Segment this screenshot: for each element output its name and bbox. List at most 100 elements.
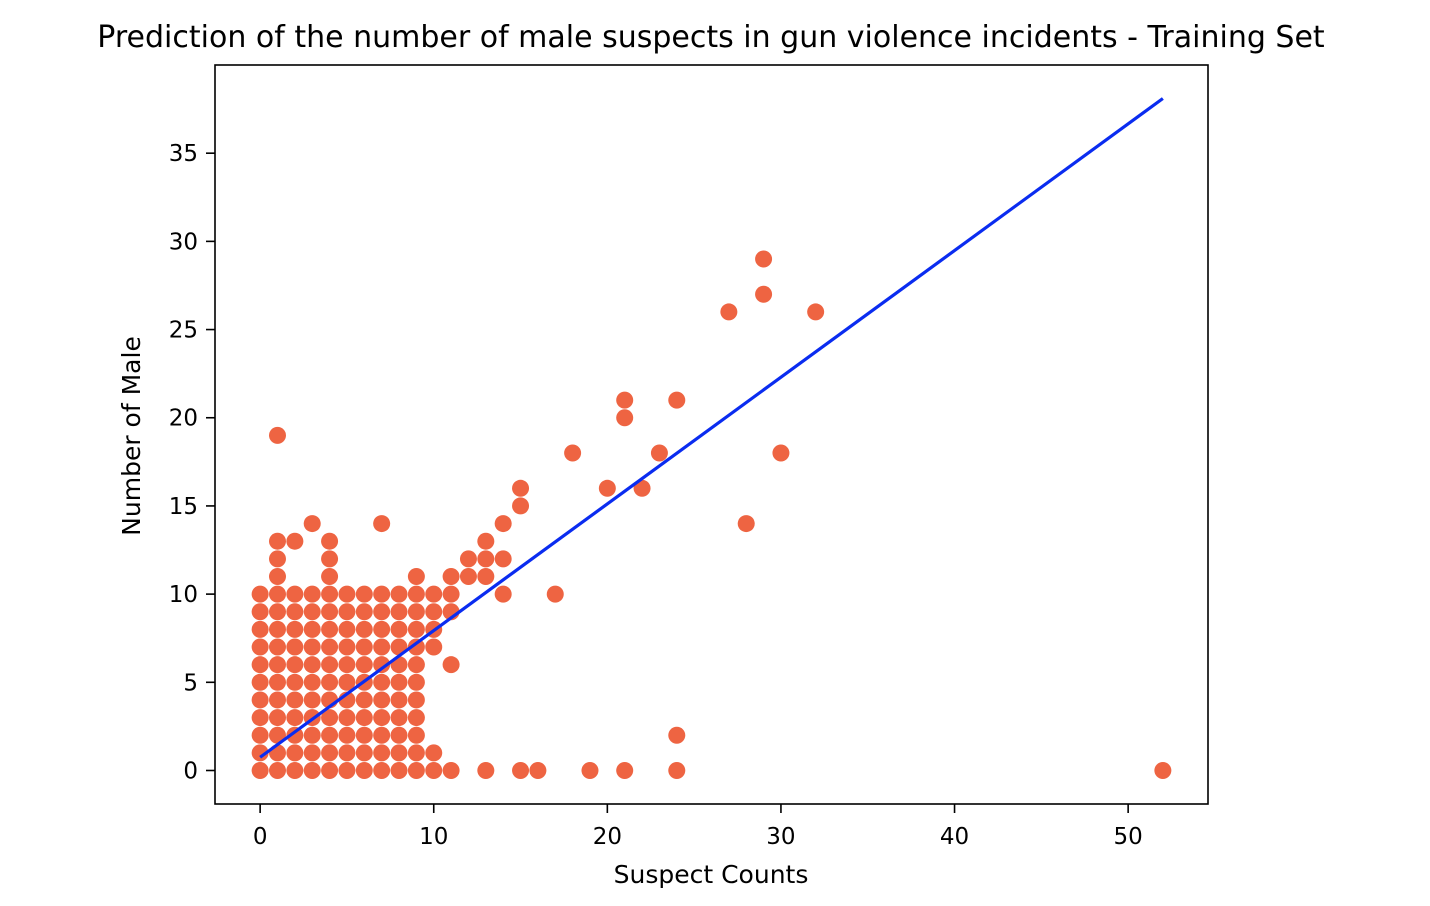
scatter-point [425, 603, 443, 621]
scatter-point [321, 620, 339, 638]
scatter-point [251, 585, 269, 603]
scatter-point [355, 744, 373, 762]
scatter-point [477, 567, 495, 585]
scatter-point [494, 585, 512, 603]
x-tick-label: 20 [593, 824, 622, 850]
scatter-point [581, 761, 599, 779]
scatter-point [407, 603, 425, 621]
scatter-point [268, 638, 286, 656]
scatter-point [338, 585, 356, 603]
scatter-point [286, 532, 304, 550]
scatter-point [303, 620, 321, 638]
scatter-point [407, 567, 425, 585]
scatter-point [338, 761, 356, 779]
scatter-point [251, 638, 269, 656]
scatter-point [425, 744, 443, 762]
scatter-point [477, 532, 495, 550]
scatter-point [772, 444, 790, 462]
scatter-point [668, 761, 686, 779]
scatter-point [425, 585, 443, 603]
scatter-point [321, 656, 339, 674]
scatter-point [355, 726, 373, 744]
scatter-point [546, 585, 564, 603]
scatter-point [512, 761, 530, 779]
scatter-point [286, 726, 304, 744]
scatter-point [338, 744, 356, 762]
scatter-point [529, 761, 547, 779]
scatter-point [373, 515, 391, 533]
regression-line [259, 97, 1164, 759]
chart-title: Prediction of the number of male suspect… [97, 20, 1325, 55]
scatter-point [650, 444, 668, 462]
scatter-point [338, 656, 356, 674]
y-tick-label: 10 [169, 582, 198, 608]
y-tick-label: 5 [183, 670, 198, 696]
scatter-point [755, 285, 773, 303]
scatter-point [755, 250, 773, 268]
scatter-point [390, 673, 408, 691]
scatter-point [338, 726, 356, 744]
scatter-point [286, 744, 304, 762]
scatter-point [407, 691, 425, 709]
x-tick-label: 30 [766, 824, 795, 850]
scatter-point [321, 550, 339, 568]
scatter-point [390, 620, 408, 638]
scatter-point [737, 515, 755, 533]
x-tick-label: 40 [940, 824, 969, 850]
scatter-point [477, 761, 495, 779]
scatter-point [807, 303, 825, 321]
scatter-point [390, 726, 408, 744]
scatter-point [251, 726, 269, 744]
scatter-point [321, 585, 339, 603]
scatter-point [407, 585, 425, 603]
scatter-point [268, 585, 286, 603]
scatter-point [355, 620, 373, 638]
y-tick-label: 15 [169, 494, 198, 520]
scatter-point [268, 691, 286, 709]
scatter-point [373, 603, 391, 621]
scatter-point [303, 761, 321, 779]
scatter-point [268, 620, 286, 638]
scatter-point [303, 603, 321, 621]
scatter-point [355, 603, 373, 621]
scatter-point [373, 620, 391, 638]
scatter-point [355, 656, 373, 674]
scatter-point [616, 409, 634, 427]
scatter-point [390, 585, 408, 603]
scatter-point [1154, 761, 1172, 779]
scatter-point [303, 585, 321, 603]
scatter-point [373, 761, 391, 779]
scatter-point [286, 761, 304, 779]
x-tick-label: 50 [1114, 824, 1143, 850]
scatter-point [442, 656, 460, 674]
scatter-point [321, 532, 339, 550]
scatter-point [390, 709, 408, 727]
scatter-point [720, 303, 738, 321]
scatter-point [303, 638, 321, 656]
scatter-point [303, 691, 321, 709]
plot-frame [214, 64, 1209, 805]
scatter-point [303, 656, 321, 674]
scatter-point [598, 479, 616, 497]
scatter-point [407, 744, 425, 762]
scatter-point [373, 691, 391, 709]
scatter-point [321, 638, 339, 656]
scatter-point [494, 550, 512, 568]
scatter-point [390, 761, 408, 779]
scatter-point [425, 638, 443, 656]
scatter-point [390, 691, 408, 709]
scatter-point [286, 691, 304, 709]
scatter-point [303, 673, 321, 691]
scatter-point [459, 567, 477, 585]
y-tick-label: 20 [169, 406, 198, 432]
scatter-point [286, 603, 304, 621]
y-tick-label: 35 [169, 141, 198, 167]
scatter-point [268, 744, 286, 762]
scatter-point [268, 426, 286, 444]
scatter-point [355, 761, 373, 779]
scatter-point [251, 744, 269, 762]
scatter-point [407, 620, 425, 638]
scatter-point [668, 726, 686, 744]
scatter-point [286, 638, 304, 656]
scatter-point [251, 691, 269, 709]
